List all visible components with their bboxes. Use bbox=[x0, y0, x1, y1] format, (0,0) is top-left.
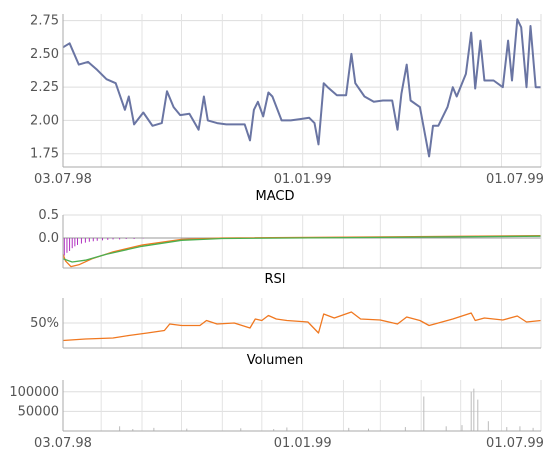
y-tick-label: 2.25 bbox=[30, 80, 59, 95]
macd-panel: 0.5 0.0 bbox=[38, 208, 542, 269]
y-tick-label: 0.0 bbox=[38, 231, 59, 246]
volume-panel: 50000 100000 03.07.98 01.01.99 01.07.99 bbox=[9, 380, 544, 450]
price-panel: 1.75 2.00 2.25 2.50 2.75 03.07.98 01.01.99 01.0… bbox=[30, 14, 544, 187]
y-tick-label: 100000 bbox=[9, 385, 59, 400]
price-series-line bbox=[62, 18, 541, 158]
y-tick-label: 50% bbox=[30, 316, 59, 331]
rsi-panel: 50% bbox=[30, 298, 542, 349]
x-tick-label: 01.07.99 bbox=[486, 436, 544, 450]
x-tick-label: 01.07.99 bbox=[486, 172, 544, 187]
x-tick-label: 01.01.99 bbox=[274, 172, 332, 187]
volume-title: Volumen bbox=[247, 353, 304, 368]
y-tick-label: 2.00 bbox=[30, 113, 59, 128]
x-tick-label: 01.01.99 bbox=[274, 436, 332, 450]
x-tick-label: 03.07.98 bbox=[34, 436, 92, 450]
x-tick-label: 03.07.98 bbox=[34, 172, 92, 187]
macd-title: MACD bbox=[256, 189, 295, 204]
rsi-series-line bbox=[62, 311, 542, 342]
y-tick-label: 2.75 bbox=[30, 14, 59, 29]
macd-series-line bbox=[62, 235, 542, 263]
y-tick-label: 1.75 bbox=[30, 147, 59, 162]
y-tick-label: 2.50 bbox=[30, 47, 59, 62]
y-tick-label: 0.5 bbox=[38, 208, 59, 223]
rsi-title: RSI bbox=[264, 272, 285, 287]
y-tick-label: 50000 bbox=[18, 404, 59, 419]
